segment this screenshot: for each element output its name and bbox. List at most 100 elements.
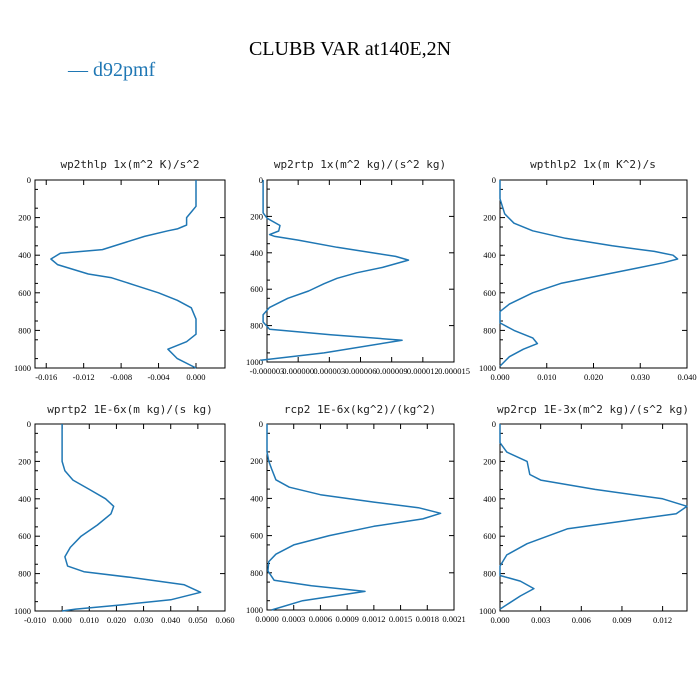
- y-tick-label: 400: [483, 250, 496, 260]
- y-tick-label: 1000: [479, 363, 496, 373]
- x-tick-label: 0.010: [537, 372, 556, 382]
- x-tick-label: -0.010: [24, 615, 46, 625]
- y-tick-label: 800: [18, 569, 31, 579]
- y-tick-label: 1000: [479, 606, 496, 616]
- y-tick-label: 200: [18, 456, 31, 466]
- y-tick-label: 600: [250, 284, 263, 294]
- plot-frame: [499, 423, 688, 612]
- panel-title: wp2rcp 1E-3x(m^2 kg)/(s^2 kg): [497, 403, 689, 416]
- x-tick-label: 0.030: [631, 372, 650, 382]
- series-line: [499, 180, 679, 367]
- axis-ticks: 0 200 400 600 800 1000-0.010 0.000 0.010 0.020 0.…: [14, 419, 235, 625]
- series-line: [260, 180, 410, 361]
- y-tick-label: 200: [483, 213, 496, 223]
- panel-rcp2: rcp2 1E-6x(kg^2)/(kg^2) 0 200 400 600 800 100…: [246, 403, 466, 624]
- x-tick-label: 0.000015: [438, 366, 470, 376]
- x-tick-label: 0.000: [53, 615, 72, 625]
- y-tick-label: 1000: [14, 606, 31, 616]
- x-tick-label: 0.000000: [282, 366, 314, 376]
- x-tick-label: -0.016: [35, 372, 57, 382]
- y-tick-label: 0: [259, 175, 263, 185]
- x-tick-label: 0.0009: [335, 614, 358, 624]
- x-tick-label: 0.000012: [407, 366, 439, 376]
- y-tick-label: 600: [250, 531, 263, 541]
- y-tick-label: 200: [18, 213, 31, 223]
- panel-title: wprtp2 1E-6x(m kg)/(s kg): [47, 403, 213, 416]
- legend-entry: — d92pmf: [67, 59, 156, 81]
- x-tick-label: -0.000003: [250, 366, 285, 376]
- x-tick-label: 0.0021: [442, 614, 465, 624]
- plot-frame: [34, 423, 226, 612]
- x-tick-label: 0.060: [215, 615, 234, 625]
- x-tick-label: -0.004: [148, 372, 171, 382]
- y-tick-label: 400: [250, 248, 263, 258]
- x-tick-label: 0.000: [490, 372, 509, 382]
- x-tick-label: 0.006: [572, 615, 591, 625]
- y-tick-label: 0: [27, 419, 31, 429]
- y-tick-label: 800: [250, 321, 263, 331]
- y-tick-label: 600: [18, 531, 31, 541]
- x-tick-label: 0.012: [653, 615, 672, 625]
- x-tick-label: 0.0000: [255, 614, 278, 624]
- plot-frame: [499, 179, 688, 369]
- x-tick-label: 0.030: [134, 615, 153, 625]
- panel-wp2rcp: wp2rcp 1E-3x(m^2 kg)/(s^2 kg) 0 200 400 600…: [479, 403, 689, 625]
- x-tick-label: 0.0015: [389, 614, 412, 624]
- series-line: [499, 424, 688, 610]
- y-tick-label: 600: [483, 531, 496, 541]
- series-line: [266, 424, 442, 611]
- x-tick-label: 0.0018: [416, 614, 439, 624]
- plot-frame: [266, 423, 455, 611]
- x-tick-label: 0.009: [612, 615, 631, 625]
- panel-wp2rtp: wp2rtp 1x(m^2 kg)/(s^2 kg) 0 200 400 600 800…: [246, 158, 470, 376]
- x-tick-label: 0.010: [80, 615, 99, 625]
- x-tick-label: 0.000009: [376, 366, 408, 376]
- x-tick-label: 0.000: [490, 615, 509, 625]
- panel-wprtp2: wprtp2 1E-6x(m kg)/(s kg) 0 200 400 600 800 1…: [14, 403, 235, 625]
- figure-title: CLUBB VAR at140E,2N: [249, 38, 451, 60]
- y-tick-label: 1000: [246, 357, 263, 367]
- x-tick-label: 0.040: [161, 615, 180, 625]
- x-tick-label: 0.0003: [282, 614, 305, 624]
- y-tick-label: 600: [483, 288, 496, 298]
- y-tick-label: 400: [483, 494, 496, 504]
- panel-title: rcp2 1E-6x(kg^2)/(kg^2): [284, 403, 436, 416]
- y-tick-label: 800: [250, 568, 263, 578]
- panel-title: wp2rtp 1x(m^2 kg)/(s^2 kg): [274, 158, 446, 171]
- x-tick-label: 0.050: [188, 615, 207, 625]
- plot-frame: [266, 179, 455, 363]
- x-tick-label: -0.008: [110, 372, 132, 382]
- panel-title: wp2thlp 1x(m^2 K)/s^2: [60, 158, 199, 171]
- y-tick-label: 600: [18, 288, 31, 298]
- y-tick-label: 0: [259, 419, 263, 429]
- x-tick-label: 0.000: [186, 372, 205, 382]
- y-tick-label: 200: [250, 456, 263, 466]
- y-tick-label: 1000: [14, 363, 31, 373]
- y-tick-label: 1000: [246, 605, 263, 615]
- x-tick-label: 0.0012: [362, 614, 385, 624]
- x-tick-label: 0.040: [677, 372, 696, 382]
- y-tick-label: 800: [483, 325, 496, 335]
- axis-ticks: 0 200 400 600 800 1000 -0.016 -0.012 -0.008 -0.00…: [14, 175, 225, 382]
- y-tick-label: 400: [18, 250, 31, 260]
- x-tick-label: 0.000003: [313, 366, 345, 376]
- series-line: [50, 180, 197, 369]
- y-tick-label: 0: [492, 175, 496, 185]
- y-tick-label: 400: [18, 494, 31, 504]
- y-tick-label: 0: [492, 419, 496, 429]
- y-tick-label: 400: [250, 493, 263, 503]
- x-tick-label: 0.000006: [345, 366, 377, 376]
- panel-wpthlp2: wpthlp2 1x(m K^2)/s 020040060080010000.0…: [479, 158, 697, 382]
- y-tick-label: 800: [18, 325, 31, 335]
- panel-wp2thlp: wp2thlp 1x(m^2 K)/s^2 02004006008001000-…: [14, 158, 226, 382]
- y-tick-label: 200: [483, 456, 496, 466]
- plot-frame: [34, 179, 226, 369]
- series-line: [61, 424, 202, 612]
- y-tick-label: 800: [483, 569, 496, 579]
- x-tick-label: 0.003: [531, 615, 550, 625]
